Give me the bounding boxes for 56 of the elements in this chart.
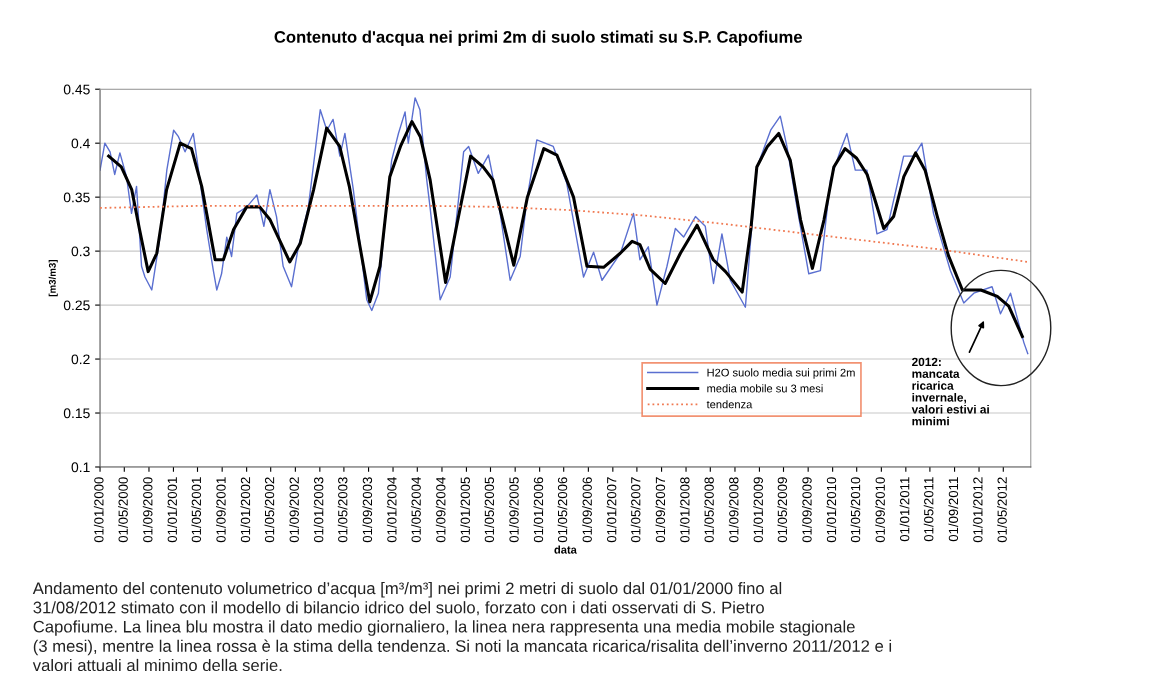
x-tick-label: 01/09/2002 xyxy=(289,477,299,543)
x-tick-label: 01/01/2011 xyxy=(899,477,910,542)
y-axis-title: [m3/m3] xyxy=(48,260,58,297)
x-tick-label: 01/01/2003 xyxy=(313,477,324,543)
y-tick-label: 0.4 xyxy=(71,138,90,149)
x-tick-label: 01/05/2004 xyxy=(411,477,421,543)
x-tick-label: 01/01/2006 xyxy=(533,477,544,543)
legend-label: H2O suolo media sui primi 2m xyxy=(707,368,855,379)
y-tick-label: 0.1 xyxy=(71,462,90,473)
x-tick-label: 01/01/2005 xyxy=(460,477,470,543)
x-tick-label: 01/09/2010 xyxy=(875,477,885,543)
x-tick-label: 01/05/2002 xyxy=(264,477,275,543)
x-tick-label: 01/09/2004 xyxy=(435,477,446,543)
line-series xyxy=(100,204,1029,263)
x-tick-label: 01/09/2003 xyxy=(362,477,373,543)
y-tick-label: 0.2 xyxy=(71,354,90,365)
x-tick-label: 01/05/2005 xyxy=(484,477,495,543)
line-series xyxy=(107,120,1024,338)
x-tick-label: 01/09/2006 xyxy=(582,477,592,543)
x-tick-label: 01/05/2001 xyxy=(191,477,202,543)
annotation: 2012: mancata ricarica invernale, valori estivi ai minimi xyxy=(911,357,989,426)
x-tick-label: 01/01/2008 xyxy=(679,477,690,543)
chart-title: Contenuto d'acqua nei primi 2m di suolo stimati su S.P. Capofiume xyxy=(274,30,803,47)
x-tick-label: 01/01/2001 xyxy=(167,477,177,543)
x-tick-label: 01/09/2008 xyxy=(728,477,739,543)
x-tick-label: 01/01/2002 xyxy=(240,477,251,543)
x-tick-label: 01/01/2010 xyxy=(826,477,837,543)
x-tick-label: 01/01/2009 xyxy=(753,477,763,543)
x-tick-label: 01/01/2007 xyxy=(606,477,617,543)
y-tick-label: 0.15 xyxy=(63,408,90,419)
x-tick-label: 01/05/2000 xyxy=(118,477,128,543)
x-tick-label: 01/09/2005 xyxy=(509,477,519,543)
x-tick-label: 01/05/2011 xyxy=(923,477,934,542)
x-tick-label: 01/09/2011 xyxy=(948,477,959,542)
legend-label: tendenza xyxy=(706,400,753,409)
x-tick-label: 01/01/2000 xyxy=(93,477,104,543)
x-tick-label: 01/05/2012 xyxy=(997,477,1007,543)
x-axis-title: data xyxy=(554,545,577,554)
legend-label: media mobile su 3 mesi xyxy=(707,384,823,393)
text: Andamento del contenuto volumetrico d’acqua [m³/m³] nei primi 2 metri di suolo dal 01/01/2000 fino al 31/08/2012 stimato con il modello di bilancio idrico del suolo, forzato con i dati osservati di S. Pietro Capofiume. La linea blu mostra il dato medio giornaliero, la linea nera rappresenta una media mobile stagionale (3 mesi), mentre la linea rossa è la stima della tendenza. Si noti la mancata ricarica/risalita dell’inverno 2011/2012 e i valori attuali al minimo della serie. xyxy=(32,581,892,672)
x-tick-label: 01/01/2004 xyxy=(386,477,397,543)
y-tick-label: 0.45 xyxy=(63,84,90,95)
x-tick-label: 01/05/2003 xyxy=(337,477,348,543)
y-tick-label: 0.35 xyxy=(63,192,90,203)
x-tick-label: 01/09/2001 xyxy=(216,477,226,543)
x-tick-label: 01/05/2009 xyxy=(777,477,788,543)
x-tick-label: 01/05/2008 xyxy=(704,477,714,543)
x-tick-label: 01/01/2012 xyxy=(972,477,983,543)
y-tick-label: 0.25 xyxy=(63,300,90,311)
x-tick-label: 01/05/2010 xyxy=(850,477,861,543)
x-tick-label: 01/09/2000 xyxy=(142,477,153,543)
x-tick-label: 01/05/2007 xyxy=(630,477,641,543)
y-tick-label: 0.3 xyxy=(71,246,90,257)
x-tick-label: 01/05/2006 xyxy=(557,477,568,543)
x-tick-label: 01/09/2007 xyxy=(655,477,666,543)
x-tick-label: 01/09/2009 xyxy=(802,477,812,543)
